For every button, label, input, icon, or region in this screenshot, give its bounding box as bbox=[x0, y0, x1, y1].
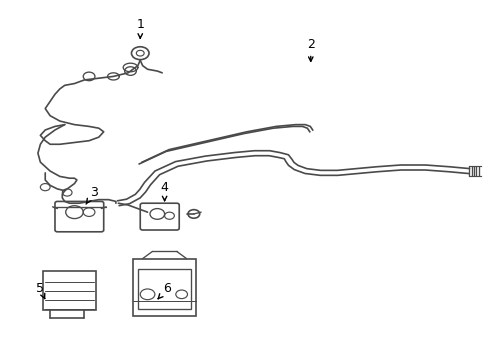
Bar bbox=[133, 258, 196, 316]
Text: 1: 1 bbox=[136, 18, 144, 38]
Text: 2: 2 bbox=[307, 38, 315, 61]
Text: 3: 3 bbox=[86, 186, 98, 204]
Bar bbox=[43, 271, 97, 310]
Text: 6: 6 bbox=[158, 283, 171, 299]
Text: 4: 4 bbox=[161, 181, 169, 201]
Text: 5: 5 bbox=[36, 283, 45, 298]
Bar bbox=[138, 269, 192, 309]
